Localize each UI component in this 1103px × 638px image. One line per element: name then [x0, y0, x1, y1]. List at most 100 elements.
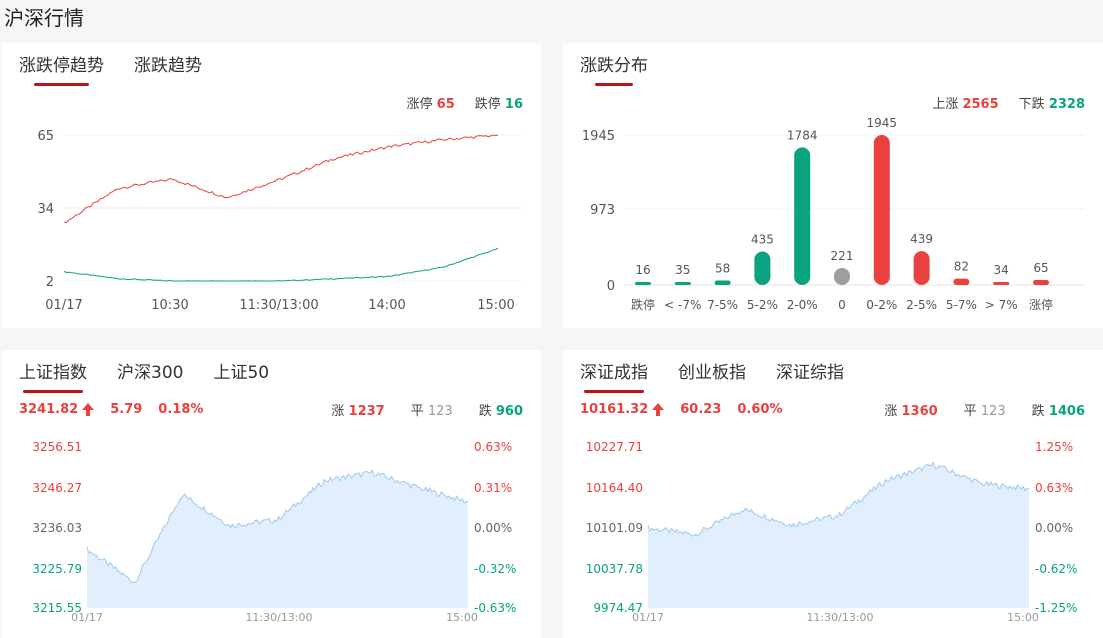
y-tick-label: 34 — [37, 202, 54, 217]
bar-category-label: 涨停 — [1029, 297, 1053, 312]
limit-legend: 涨停 65 跌停 16 — [407, 93, 524, 112]
distribution-bar — [1033, 279, 1049, 285]
y-right-label: 0.63% — [1035, 481, 1073, 495]
sh-price: 3241.82 — [19, 402, 79, 417]
dist-legend: 上涨 2565 下跌 2328 — [932, 93, 1085, 112]
tab-sz-component[interactable]: 深证成指 — [580, 358, 648, 393]
sh-index-area — [87, 470, 468, 608]
distribution-card: 涨跌分布 上涨 2565 下跌 2328 1945 973 0 16 跌停 35 < … — [563, 43, 1103, 328]
x-tick-label: 11:30/13:00 — [245, 611, 312, 624]
x-tick-label: 01/17 — [45, 298, 82, 313]
y-left-label: 10101.09 — [586, 521, 643, 535]
sh-down-label: 跌 — [478, 404, 492, 419]
sh-up-value: 1237 — [348, 404, 385, 419]
bar-value-label: 82 — [954, 260, 969, 274]
sz-down-label: 跌 — [1031, 404, 1045, 419]
sz-price: 10161.32 — [580, 402, 649, 417]
y-right-label: -0.62% — [1035, 562, 1077, 576]
bar-category-label: 2-0% — [787, 298, 818, 312]
y-right-label: 0.00% — [474, 521, 512, 535]
x-tick-label: 15:00 — [477, 298, 514, 313]
y-left-label: 3236.03 — [32, 521, 82, 535]
sh-down-value: 960 — [495, 404, 523, 419]
y-left-label: 10164.40 — [586, 481, 643, 495]
tab-sz-composite[interactable]: 深证综指 — [776, 363, 844, 383]
tab-limit-trend[interactable]: 涨跌停趋势 — [19, 51, 104, 86]
y-left-label: 10037.78 — [586, 562, 643, 576]
limit-trend-card: 涨跌停趋势 涨跌趋势 涨停 65 跌停 16 65 34 2 01/17 10:… — [2, 43, 541, 328]
x-tick-label: 11:30/13:00 — [806, 611, 873, 624]
bar-category-label: 跌停 — [631, 297, 655, 312]
distribution-bar — [913, 251, 930, 285]
x-tick-label: 01/17 — [71, 611, 103, 624]
distribution-bar — [754, 251, 771, 285]
sz-change: 60.23 — [680, 402, 722, 417]
sz-quote-row: 10161.32 60.23 0.60% 涨 1360 平 123 跌 1406 — [580, 400, 1085, 419]
bar-value-label: 65 — [1033, 261, 1048, 275]
bar-category-label: 0 — [838, 298, 846, 312]
tab-distribution[interactable]: 涨跌分布 — [580, 51, 648, 86]
sh-change: 5.79 — [110, 402, 143, 417]
sz-index-card: 深证成指 创业板指 深证综指 10161.32 60.23 0.60% 涨 13… — [563, 350, 1103, 638]
sz-index-chart: 10227.71 10164.40 10101.09 10037.78 9974… — [586, 440, 1078, 624]
bar-value-label: 221 — [831, 249, 854, 263]
x-tick-label: 14:00 — [368, 298, 405, 313]
tab-chinext[interactable]: 创业板指 — [678, 363, 746, 383]
bar-category-label: 5-2% — [747, 298, 778, 312]
limit-up-series — [63, 134, 499, 224]
y-right-label: 0.00% — [1035, 521, 1073, 535]
y-right-label: -1.25% — [1035, 601, 1077, 615]
y-right-label: 0.63% — [474, 440, 512, 454]
tab-sh-composite[interactable]: 上证指数 — [19, 358, 87, 393]
arrow-up-icon — [652, 403, 665, 416]
distribution-bar — [794, 147, 811, 285]
y-left-label: 3256.51 — [32, 440, 82, 454]
down-count-value: 2328 — [1048, 97, 1085, 112]
bar-category-label: > 7% — [985, 298, 1018, 312]
limit-down-value: 16 — [504, 97, 523, 112]
x-tick-label: 15:00 — [1007, 611, 1039, 624]
bar-category-label: 2-5% — [906, 298, 937, 312]
distribution-chart: 1945 973 0 16 跌停 35 < -7% 58 7-5% 435 5-2% 1784 2… — [582, 116, 1085, 312]
bar-value-label: 58 — [715, 262, 730, 276]
bar-value-label: 439 — [910, 232, 933, 246]
up-count-value: 2565 — [962, 97, 999, 112]
sh-flat-value: 123 — [427, 404, 453, 419]
distribution-bar — [834, 267, 850, 285]
limit-down-label: 跌停 — [474, 97, 501, 112]
sz-flat-label: 平 — [963, 404, 977, 419]
y-left-label: 10227.71 — [586, 440, 643, 454]
bar-category-label: 0-2% — [866, 298, 897, 312]
distribution-bar — [674, 282, 691, 285]
bar-value-label: 35 — [675, 263, 690, 277]
tab-sse50[interactable]: 上证50 — [213, 363, 270, 383]
x-tick-label: 15:00 — [446, 611, 478, 624]
y-tick-label: 65 — [37, 129, 54, 144]
distribution-bar — [953, 278, 970, 285]
sh-up-label: 涨 — [331, 404, 345, 419]
sh-quote-row: 3241.82 5.79 0.18% 涨 1237 平 123 跌 960 — [19, 400, 523, 419]
distribution-bar — [873, 135, 890, 285]
sz-index-area — [648, 462, 1029, 608]
sh-index-line — [86, 469, 469, 583]
up-count-label: 上涨 — [932, 97, 959, 112]
y-tick-label: 1945 — [582, 129, 615, 144]
limit-up-value: 65 — [436, 97, 455, 112]
y-right-label: 0.31% — [474, 481, 512, 495]
y-left-label: 3225.79 — [32, 562, 82, 576]
tab-csi300[interactable]: 沪深300 — [117, 363, 184, 383]
bar-value-label: 435 — [751, 232, 774, 246]
bar-category-label: 5-7% — [946, 298, 977, 312]
sz-change-pct: 0.60% — [737, 402, 783, 417]
sz-up-label: 涨 — [884, 404, 898, 419]
tab-updown-trend[interactable]: 涨跌趋势 — [134, 56, 202, 76]
y-left-label: 9974.47 — [593, 601, 643, 615]
y-right-label: -0.32% — [474, 562, 516, 576]
page-title: 沪深行情 — [4, 6, 84, 30]
sz-index-line — [647, 461, 1030, 537]
y-right-label: 1.25% — [1035, 440, 1073, 454]
y-left-label: 3246.27 — [32, 481, 82, 495]
bar-category-label: < -7% — [664, 298, 701, 312]
y-tick-label: 973 — [590, 203, 615, 218]
x-tick-label: 10:30 — [151, 298, 188, 313]
